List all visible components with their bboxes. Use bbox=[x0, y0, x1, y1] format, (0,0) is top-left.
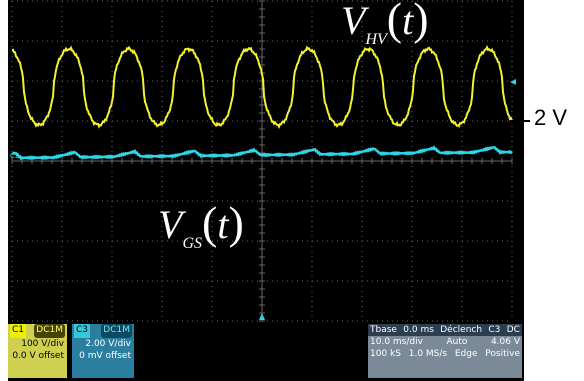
trigger-level: 4.06 V bbox=[490, 337, 520, 347]
oscilloscope-display: C3 VHV(t) VGS(t) bbox=[8, 0, 524, 381]
channel1-coupling: DC1M bbox=[34, 324, 65, 338]
vgs-label: VGS(t) bbox=[158, 197, 244, 253]
vhv-label: VHV(t) bbox=[341, 0, 429, 48]
channel1-offset: 0.0 V offset bbox=[12, 351, 64, 361]
channel1-id: C1 bbox=[10, 324, 27, 338]
time-div: 10.0 ms/div bbox=[370, 337, 423, 347]
tbase-value: 0.0 ms bbox=[403, 325, 434, 335]
graticule bbox=[11, 0, 513, 322]
trigger-coupling: DC bbox=[506, 325, 520, 335]
vhv-waveform bbox=[11, 45, 513, 130]
sample-rate: 1.0 MS/s bbox=[408, 349, 448, 359]
trigger-type: Edge bbox=[454, 349, 478, 359]
channel1-vdiv: 100 V/div bbox=[21, 339, 64, 349]
scale-tick bbox=[510, 120, 530, 122]
sample-count: 100 kS bbox=[370, 349, 401, 359]
channel3-id: C3 bbox=[74, 324, 91, 338]
channel3-offset: 0 mV offset bbox=[79, 351, 131, 361]
tbase-label: Tbase bbox=[370, 325, 397, 335]
trigger-source: C3 bbox=[488, 325, 501, 335]
trigger-slope: Positive bbox=[485, 349, 520, 359]
ch3-ground-marker: C3 bbox=[10, 152, 19, 160]
timebase-trigger-panel[interactable]: Tbase 0.0 ms Déclench C3 DC 10.0 ms/div … bbox=[368, 324, 522, 378]
scale-label: 2 V bbox=[534, 105, 568, 130]
trigger-mode: Auto bbox=[446, 337, 468, 347]
waveform-screen: C3 bbox=[10, 0, 516, 322]
vgs-waveform bbox=[11, 145, 513, 161]
trigger-label: Déclench bbox=[440, 325, 483, 335]
channel3-panel[interactable]: C3 DC1M 2.00 V/div 0 mV offset bbox=[72, 324, 134, 378]
channel3-vdiv: 2.00 V/div bbox=[85, 339, 131, 349]
trigger-position-marker bbox=[259, 313, 265, 320]
channel3-coupling: DC1M bbox=[101, 324, 132, 338]
channel1-panel[interactable]: C1 DC1M 100 V/div 0.0 V offset bbox=[8, 324, 67, 378]
trigger-level-marker bbox=[510, 79, 516, 85]
